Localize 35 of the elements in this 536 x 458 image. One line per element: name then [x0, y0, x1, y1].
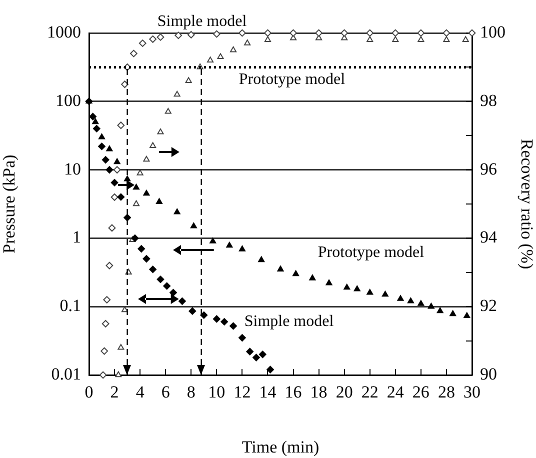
- x-tick-label: 24: [386, 382, 404, 402]
- annotation: Prototype model: [238, 71, 346, 88]
- x-tick-label: 10: [208, 382, 226, 402]
- x-tick-label: 8: [186, 382, 196, 402]
- x-tick-label: 22: [361, 382, 378, 402]
- y-axis-title: Pressure (kPa): [0, 154, 19, 254]
- x-tick-label: 26: [412, 382, 430, 402]
- x-tick-label: 30: [464, 382, 480, 402]
- x-tick-label: 16: [284, 382, 302, 402]
- y2-tick-label: 90: [480, 364, 497, 384]
- annotation: Simple model: [244, 313, 334, 330]
- y2-tick-label: 96: [480, 159, 497, 178]
- x-tick-label: 12: [234, 382, 251, 402]
- y-tick-label: 0.1: [60, 296, 81, 316]
- x-axis-title: Time (min): [242, 437, 320, 456]
- annotation: Prototype model: [318, 244, 425, 262]
- y2-tick-label: 92: [480, 296, 497, 316]
- text: Simple model: [157, 13, 248, 30]
- y-tick-label: 0.01: [51, 364, 81, 384]
- y-tick-label: 100: [56, 90, 81, 110]
- x-tick-label: 0: [84, 382, 94, 402]
- x-tick-label: 6: [161, 382, 170, 402]
- y2-tick-label: 98: [480, 90, 497, 110]
- y2-tick-label: 100: [480, 22, 506, 42]
- x-tick-label: 28: [438, 382, 455, 402]
- x-tick-label: 2: [110, 382, 119, 402]
- x-tick-label: 14: [259, 382, 277, 402]
- y2-axis-title: Recovery ratio (%): [517, 138, 536, 270]
- y-tick-label: 1000: [47, 22, 81, 42]
- x-tick-label: 20: [336, 382, 353, 402]
- x-tick-label: 18: [310, 382, 328, 402]
- y-tick-label: 10: [64, 159, 81, 178]
- y-tick-label: 1: [72, 228, 81, 247]
- y2-tick-label: 94: [480, 228, 498, 247]
- x-tick-label: 4: [136, 382, 145, 402]
